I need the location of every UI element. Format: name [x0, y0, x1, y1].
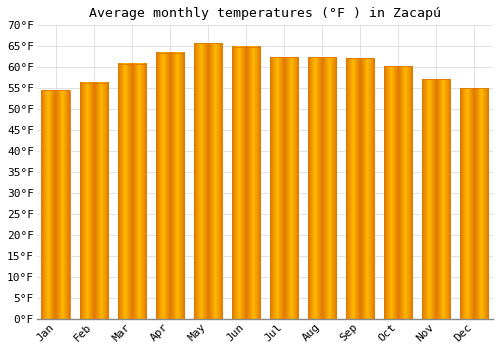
- Title: Average monthly temperatures (°F ) in Zacapú: Average monthly temperatures (°F ) in Za…: [89, 7, 441, 20]
